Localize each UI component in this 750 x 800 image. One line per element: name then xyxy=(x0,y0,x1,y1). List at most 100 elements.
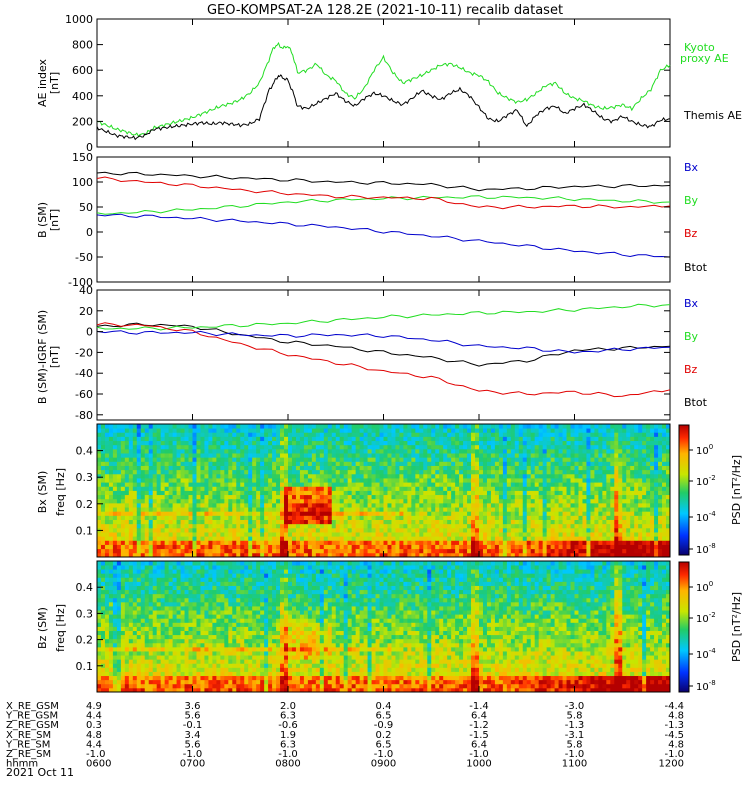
spec-cell xyxy=(124,552,130,558)
spec-cell xyxy=(216,486,221,491)
spec-cell xyxy=(319,502,325,508)
spec-cell xyxy=(367,465,372,471)
spec-cell xyxy=(140,486,146,491)
spec-cell xyxy=(112,519,118,525)
spec-cell xyxy=(658,502,663,508)
spec-cell xyxy=(339,478,345,483)
spec-cell xyxy=(347,552,353,558)
spec-cell xyxy=(566,461,571,466)
spec-cell xyxy=(582,440,587,446)
spec-cell xyxy=(546,478,552,483)
spec-cell xyxy=(280,552,285,558)
spec-cell xyxy=(510,465,516,471)
spec-cell xyxy=(116,432,122,437)
spec-cell xyxy=(367,544,372,550)
spec-cell xyxy=(256,544,261,550)
spec-cell xyxy=(542,507,548,512)
spec-cell xyxy=(463,424,468,429)
spec-cell xyxy=(542,461,548,466)
spec-cell xyxy=(100,465,106,471)
spec-cell xyxy=(666,465,671,471)
spec-cell xyxy=(319,515,325,520)
spec-cell xyxy=(371,544,376,550)
spec-cell xyxy=(315,540,321,545)
spec-cell xyxy=(327,473,333,479)
spec-cell xyxy=(335,428,341,433)
spec-cell xyxy=(359,540,365,545)
spec-cell xyxy=(248,527,253,533)
spec-cell xyxy=(140,432,146,437)
spec-cell xyxy=(590,523,595,529)
spec-cell xyxy=(97,469,102,475)
spec-cell xyxy=(260,494,265,500)
igrf-ylabel: B (SM)-IGRF (SM) xyxy=(36,310,49,404)
spec-cell xyxy=(566,527,571,533)
spec-cell xyxy=(355,473,361,479)
spec-cell xyxy=(490,527,496,533)
spec-cell xyxy=(284,519,289,525)
spec-cell xyxy=(268,507,273,512)
spec-cell xyxy=(662,527,667,533)
spec-cell xyxy=(455,424,460,429)
spec-cell xyxy=(104,651,110,656)
spec-cell xyxy=(383,507,388,512)
spec-cell xyxy=(522,519,528,525)
spec-cell xyxy=(280,502,285,508)
spec-cell xyxy=(518,502,524,508)
spec-cell xyxy=(196,424,201,429)
spec-cell xyxy=(97,651,102,656)
spec-cell xyxy=(650,444,655,450)
spec-cell xyxy=(260,428,265,433)
spec-cell xyxy=(630,436,635,442)
spec-cell xyxy=(558,473,563,479)
spec-cell xyxy=(128,548,134,554)
spec-cell xyxy=(355,490,361,496)
spec-cell xyxy=(184,453,189,458)
spec-cell xyxy=(343,453,349,458)
spec-cell xyxy=(168,465,174,471)
spec-cell xyxy=(566,440,571,446)
spec-cell xyxy=(498,478,504,483)
spec-cell xyxy=(347,482,353,487)
spec-cell xyxy=(666,544,671,550)
spec-cell xyxy=(578,536,583,541)
spec-cell xyxy=(542,519,548,525)
spec-cell xyxy=(419,469,424,475)
spec-cell xyxy=(590,486,595,491)
spec-cell xyxy=(490,465,496,471)
spec-cell xyxy=(590,548,595,554)
spec-cell xyxy=(188,548,193,554)
spec-cell xyxy=(467,444,472,450)
spec-cell xyxy=(459,490,464,496)
spec-cell xyxy=(554,490,559,496)
spec-cell xyxy=(256,552,261,558)
spec-cell xyxy=(132,444,138,450)
spec-cell xyxy=(208,428,213,433)
spec-cell xyxy=(327,457,333,462)
spec-cell xyxy=(112,675,118,681)
spec-cell xyxy=(666,511,671,516)
spec-cell xyxy=(291,515,297,520)
spec-cell xyxy=(590,552,595,558)
spec-cell xyxy=(252,465,257,471)
spec-cell xyxy=(180,515,185,520)
spec-cell xyxy=(431,473,436,479)
spec-cell xyxy=(558,540,563,545)
spec-cell xyxy=(104,646,110,652)
spec-cell xyxy=(140,540,146,545)
spec-cell xyxy=(256,432,261,437)
spec-cell xyxy=(272,490,277,496)
spec-cell xyxy=(486,453,492,458)
spec-cell xyxy=(216,494,221,500)
spec-cell xyxy=(208,436,213,442)
spec-cell xyxy=(494,540,500,545)
spec-cell xyxy=(303,536,309,541)
spec-cell xyxy=(467,473,472,479)
spec-cell xyxy=(303,523,309,529)
spec-cell xyxy=(284,548,289,554)
spec-cell xyxy=(120,651,126,656)
spec-cell xyxy=(606,486,611,491)
spec-cell xyxy=(467,544,472,550)
spec-cell xyxy=(120,507,126,512)
